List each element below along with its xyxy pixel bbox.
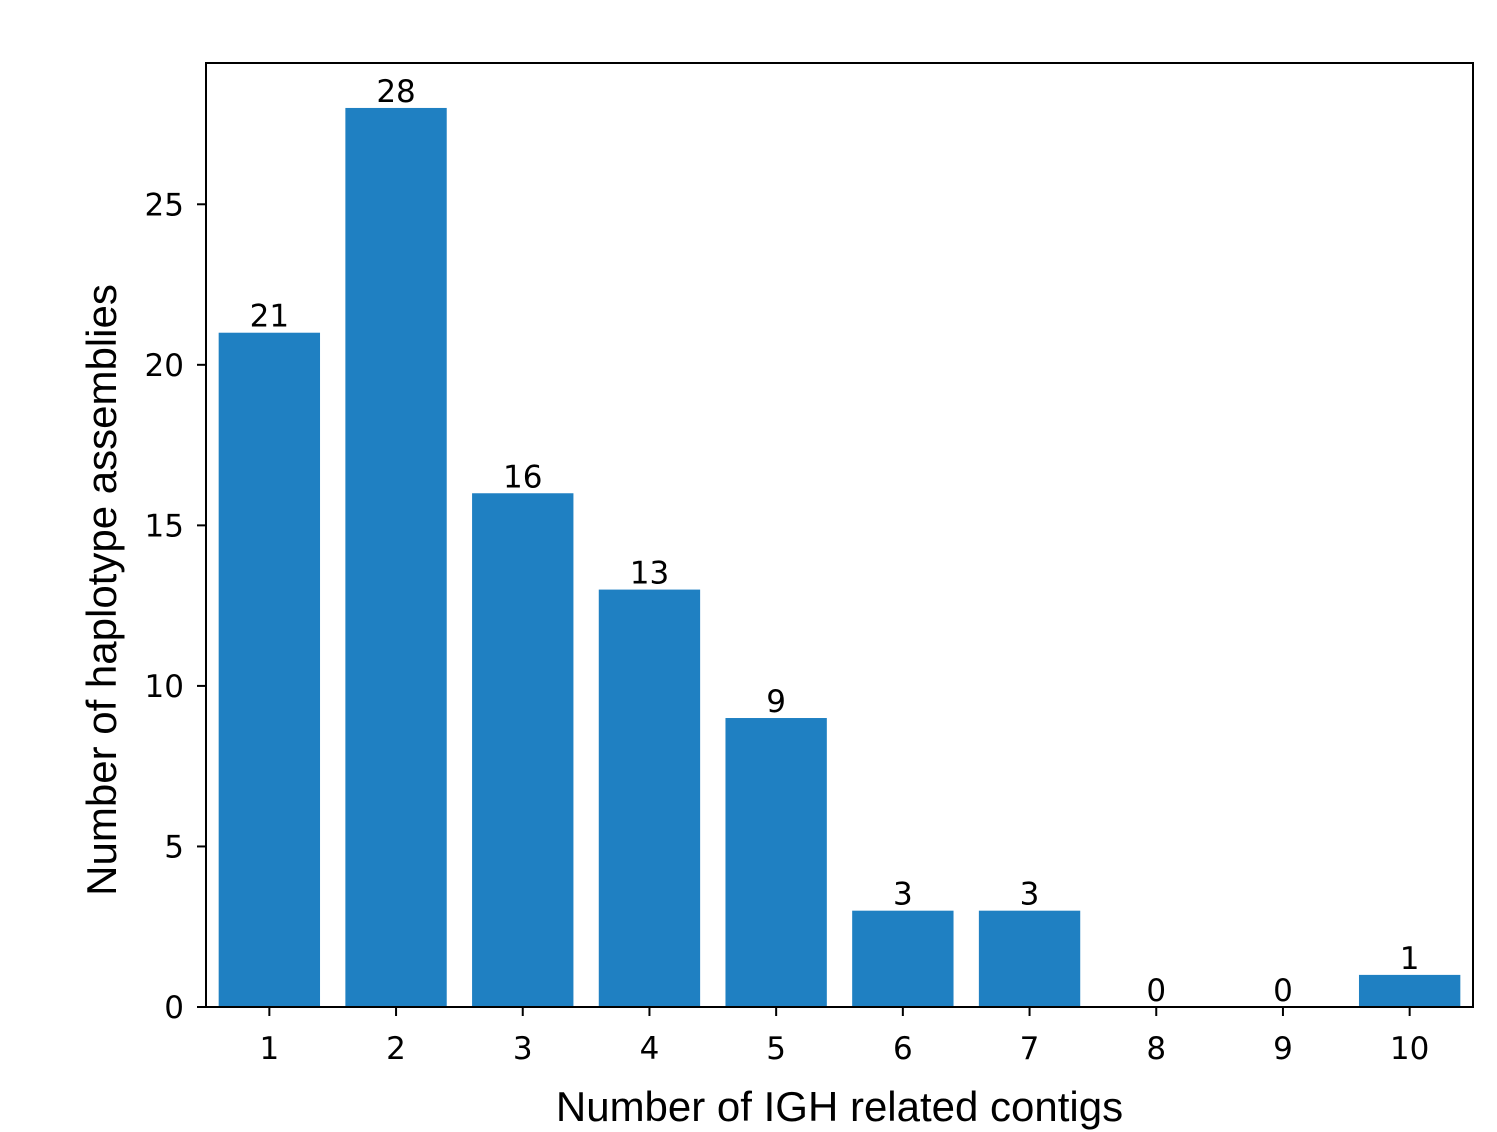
y-tick-label: 15 [145,508,184,544]
plot-frame [205,62,1474,1008]
x-tick-label: 1 [259,1031,279,1067]
bar-1 [218,332,321,1007]
y-tick-label: 10 [145,669,184,705]
data-labels-layer: 21 28 16 13 9 3 3 0 0 1 [250,74,1420,1009]
data-label-9: 0 [1273,973,1293,1009]
bar-7 [978,910,1081,1007]
bars-layer [218,107,1461,1007]
data-label-6: 3 [893,877,913,913]
bar-10 [1358,974,1461,1007]
y-tick-label: 5 [164,829,184,865]
x-tick-label: 10 [1390,1031,1429,1067]
bar-6 [852,910,954,1007]
y-tick-label: 25 [145,187,184,223]
bar-4 [598,589,701,1007]
data-label-3: 16 [503,459,542,495]
x-tick-label: 5 [766,1031,786,1067]
bar-5 [725,718,827,1007]
x-tick-label: 2 [386,1031,406,1067]
x-tick-label: 3 [513,1031,533,1067]
y-tick-label: 0 [164,990,184,1026]
x-tick-label: 7 [1020,1031,1040,1067]
x-tick-label: 4 [640,1031,660,1067]
x-tick-label: 8 [1146,1031,1166,1067]
bar-3 [472,493,574,1007]
data-label-8: 0 [1146,973,1166,1009]
data-label-1: 21 [250,299,289,335]
y-axis: 0 5 10 15 20 25 [145,187,206,1026]
bar-2 [345,107,447,1007]
data-label-4: 13 [630,556,669,592]
data-label-2: 28 [376,74,415,110]
x-axis-title: Number of IGH related contigs [556,1083,1123,1130]
x-tick-label: 9 [1273,1031,1293,1067]
x-tick-label: 6 [893,1031,913,1067]
y-tick-label: 20 [145,348,184,384]
data-label-7: 3 [1020,877,1040,913]
data-label-5: 9 [766,684,786,720]
x-axis: 1 2 3 4 5 6 7 8 9 10 [259,1007,1429,1067]
data-label-10: 1 [1400,941,1420,977]
y-axis-title: Number of haplotype assemblies [78,284,125,896]
